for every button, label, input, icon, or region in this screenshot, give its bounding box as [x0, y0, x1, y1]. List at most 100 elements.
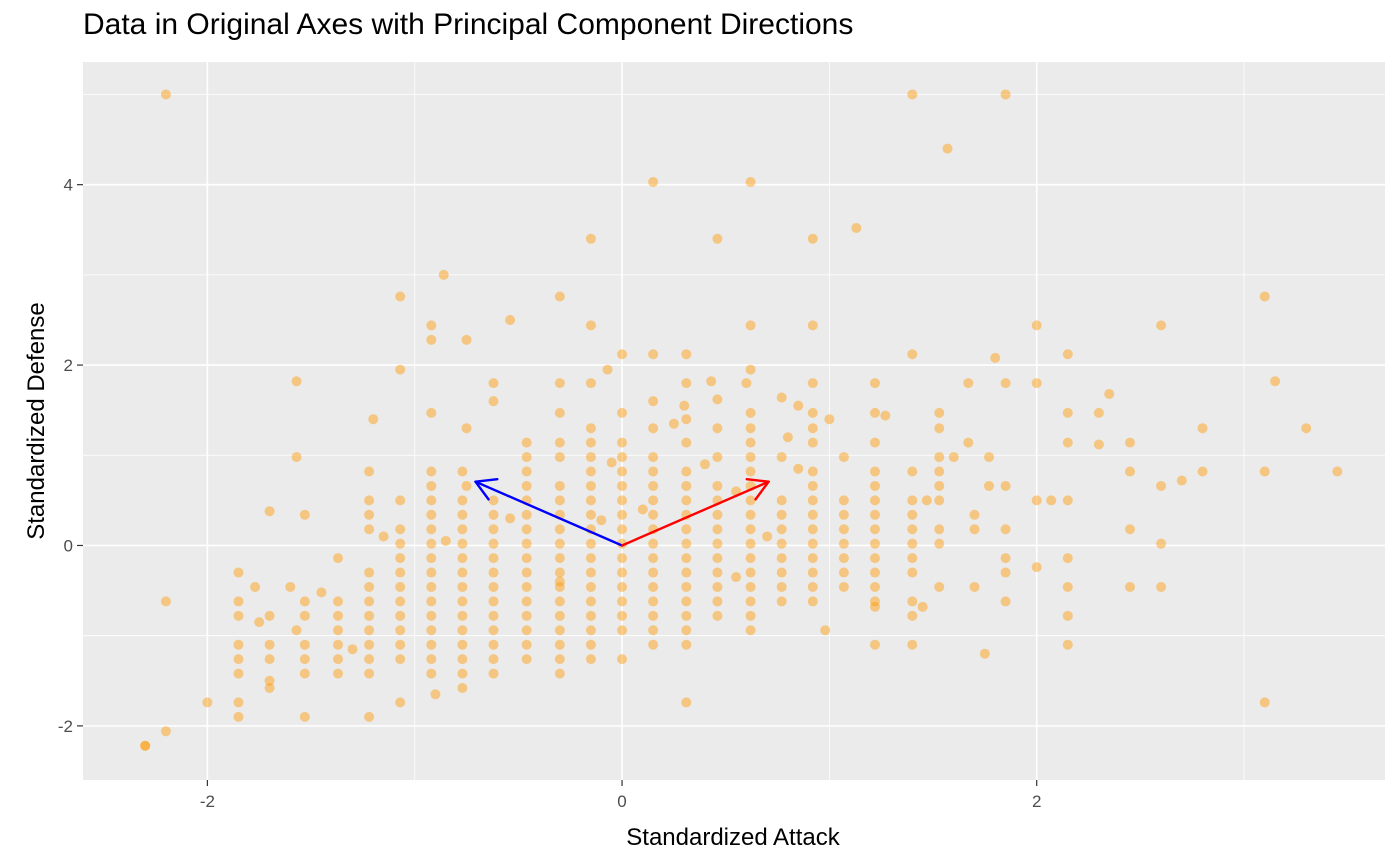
data-point [264, 506, 275, 517]
data-point [488, 524, 499, 535]
data-point [963, 437, 974, 448]
data-point [1156, 538, 1167, 549]
data-point [426, 495, 437, 506]
data-point [585, 610, 596, 621]
pc-arrow-2-shaft [620, 480, 770, 547]
data-point [617, 654, 628, 665]
data-point [585, 654, 596, 665]
data-point [1000, 480, 1011, 491]
data-point [869, 480, 880, 491]
x-tick-label: -2 [200, 792, 215, 811]
data-point [907, 509, 918, 520]
data-point [617, 407, 628, 418]
data-point [426, 625, 437, 636]
data-point [457, 668, 468, 679]
data-point [907, 349, 918, 360]
data-point [457, 524, 468, 535]
data-point [681, 378, 692, 389]
data-point [648, 596, 659, 607]
data-point [461, 480, 472, 491]
data-point [233, 567, 244, 578]
data-point [648, 423, 659, 434]
data-point [807, 553, 818, 564]
data-point [364, 524, 375, 535]
data-point [521, 524, 532, 535]
data-point [807, 437, 818, 448]
data-point [521, 437, 532, 448]
data-point [745, 466, 756, 477]
data-point [1259, 466, 1270, 477]
data-point [395, 625, 406, 636]
data-point [140, 740, 151, 751]
data-point [426, 553, 437, 564]
data-point [917, 601, 928, 612]
data-point [807, 596, 818, 607]
data-point [617, 437, 628, 448]
data-point [585, 553, 596, 564]
data-point [963, 378, 974, 389]
data-point [1000, 378, 1011, 389]
data-point [712, 452, 723, 463]
data-point [934, 407, 945, 418]
data-point [488, 553, 499, 564]
data-point [521, 480, 532, 491]
data-point [585, 495, 596, 506]
data-point [395, 495, 406, 506]
data-point [596, 515, 607, 526]
data-point [426, 334, 437, 345]
data-point [521, 596, 532, 607]
data-point [299, 596, 310, 607]
data-point [942, 143, 953, 154]
data-point [299, 509, 310, 520]
x-tick-label: 0 [617, 792, 626, 811]
data-point [776, 495, 787, 506]
data-point [969, 581, 980, 592]
data-point [617, 538, 628, 549]
data-point [648, 553, 659, 564]
data-point [934, 581, 945, 592]
data-point [648, 581, 659, 592]
data-point [333, 596, 344, 607]
data-point [934, 480, 945, 491]
data-point [745, 452, 756, 463]
data-point [838, 495, 849, 506]
data-point [333, 625, 344, 636]
data-point [681, 639, 692, 650]
data-point [426, 610, 437, 621]
data-point [681, 437, 692, 448]
data-point [681, 567, 692, 578]
data-point [776, 524, 787, 535]
data-point [712, 524, 723, 535]
data-point [907, 466, 918, 477]
data-point [648, 625, 659, 636]
data-point [554, 480, 565, 491]
data-point [838, 567, 849, 578]
data-point [1062, 437, 1073, 448]
data-point [807, 466, 818, 477]
data-point [648, 610, 659, 621]
data-point [316, 587, 327, 598]
data-point [488, 654, 499, 665]
data-point [648, 396, 659, 407]
data-point [461, 423, 472, 434]
data-points [140, 89, 1343, 751]
data-point [347, 644, 358, 655]
data-point [648, 567, 659, 578]
data-point [712, 553, 723, 564]
data-point [1259, 697, 1270, 708]
data-point [426, 509, 437, 520]
data-point [712, 233, 723, 244]
data-point [712, 394, 723, 405]
data-point [706, 376, 717, 387]
data-point [648, 480, 659, 491]
data-point [364, 654, 375, 665]
data-point [1093, 439, 1104, 450]
data-point [807, 480, 818, 491]
data-point [1062, 495, 1073, 506]
data-point [585, 625, 596, 636]
data-point [233, 610, 244, 621]
data-point [745, 596, 756, 607]
data-point [869, 466, 880, 477]
data-point [869, 553, 880, 564]
data-point [907, 553, 918, 564]
